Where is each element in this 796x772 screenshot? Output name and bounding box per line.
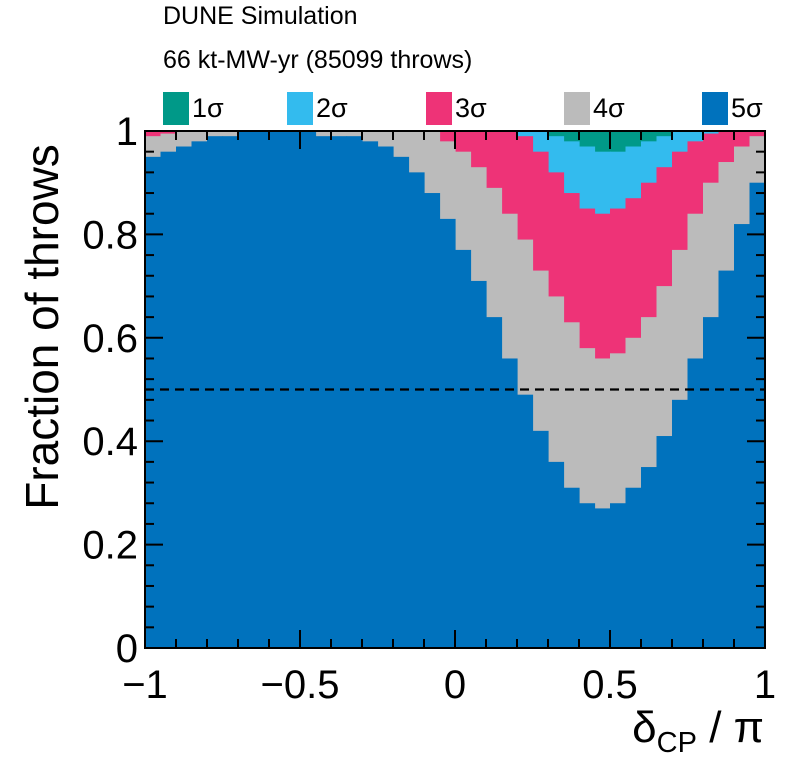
x-tick-label: 1: [754, 663, 776, 707]
bar-5sigma-11: [315, 136, 332, 649]
x-axis-label-main: δ: [632, 703, 657, 752]
bar-5sigma-32: [641, 467, 658, 648]
bar-5sigma-19: [439, 218, 456, 648]
legend-swatch-4sigma: [564, 92, 590, 125]
bar-5sigma-14: [362, 141, 379, 648]
legend-swatch-5sigma: [702, 92, 728, 125]
bar-5sigma-33: [656, 436, 673, 648]
bar-5sigma-29: [594, 508, 611, 648]
bar-5sigma-0: [145, 156, 162, 648]
bar-5sigma-39: [749, 182, 766, 648]
y-tick-label: 0.2: [82, 524, 138, 568]
y-axis-label: Fraction of throws: [16, 144, 68, 510]
bar-5sigma-10: [300, 131, 317, 648]
y-tick-label: 1: [116, 110, 138, 154]
bar-5sigma-1: [160, 151, 177, 648]
bar-5sigma-17: [408, 172, 425, 649]
bar-5sigma-22: [486, 317, 503, 648]
bar-5sigma-23: [501, 358, 518, 648]
bar-5sigma-12: [331, 136, 348, 649]
x-tick-label: 0: [444, 663, 466, 707]
bar-5sigma-31: [625, 487, 642, 648]
y-tick-label: 0: [116, 627, 138, 671]
y-tick-label: 0.4: [82, 420, 138, 464]
tick-labels: −1 −0.5 0 0.5 1 0 0.2 0.4 0.6 0.8 1: [82, 110, 776, 707]
bar-5sigma-37: [718, 270, 735, 648]
axis-ticks: [144, 130, 766, 649]
chart-title: DUNE Simulation: [163, 2, 358, 30]
bar-5sigma-35: [687, 358, 704, 648]
bar-5sigma-2: [176, 146, 193, 648]
bar-5sigma-5: [222, 136, 239, 649]
legend-label-2sigma: 2σ: [316, 93, 348, 123]
x-tick-label: 0.5: [582, 663, 638, 707]
bar-5sigma-6: [238, 131, 255, 648]
bar-5sigma-4: [207, 136, 224, 649]
bar-5sigma-21: [470, 280, 487, 648]
bar-5sigma-13: [346, 136, 363, 649]
legend-label-1sigma: 1σ: [192, 93, 224, 123]
bar-5sigma-7: [253, 131, 270, 648]
bar-5sigma-36: [703, 317, 720, 648]
y-tick-label: 0.8: [82, 213, 138, 257]
y-tick-label: 0.6: [82, 317, 138, 361]
bar-5sigma-30: [610, 503, 627, 648]
bar-5sigma-18: [424, 193, 441, 649]
bar-5sigma-26: [548, 461, 565, 648]
legend-swatch-3sigma: [426, 92, 452, 125]
x-tick-label: −0.5: [261, 663, 340, 707]
bar-5sigma-27: [563, 487, 580, 648]
x-axis-label-subscript: CP: [657, 727, 697, 759]
legend-swatch-1sigma: [163, 92, 189, 125]
bar-5sigma-20: [455, 249, 472, 648]
bar-5sigma-34: [672, 399, 689, 648]
bar-5sigma-16: [393, 156, 410, 648]
legend: 1σ 2σ 3σ 4σ 5σ: [163, 92, 763, 125]
x-tick-label: −1: [122, 663, 168, 707]
x-axis-label-tail: / π: [697, 703, 764, 752]
bar-5sigma-38: [734, 224, 751, 648]
legend-label-3sigma: 3σ: [455, 93, 487, 123]
bar-5sigma-24: [517, 394, 534, 648]
chart-subtitle: 66 kt-MW-yr (85099 throws): [163, 46, 473, 74]
bar-5sigma-3: [191, 141, 208, 648]
legend-label-4sigma: 4σ: [593, 93, 625, 123]
bar-5sigma-15: [377, 146, 394, 648]
bar-5sigma-8: [269, 131, 286, 648]
bar-5sigma-28: [579, 503, 596, 648]
bar-5sigma-9: [284, 131, 301, 648]
x-axis-label: δCP / π: [632, 703, 764, 759]
legend-swatch-2sigma: [287, 92, 313, 125]
legend-label-5sigma: 5σ: [731, 93, 763, 123]
bar-5sigma-25: [532, 430, 549, 648]
